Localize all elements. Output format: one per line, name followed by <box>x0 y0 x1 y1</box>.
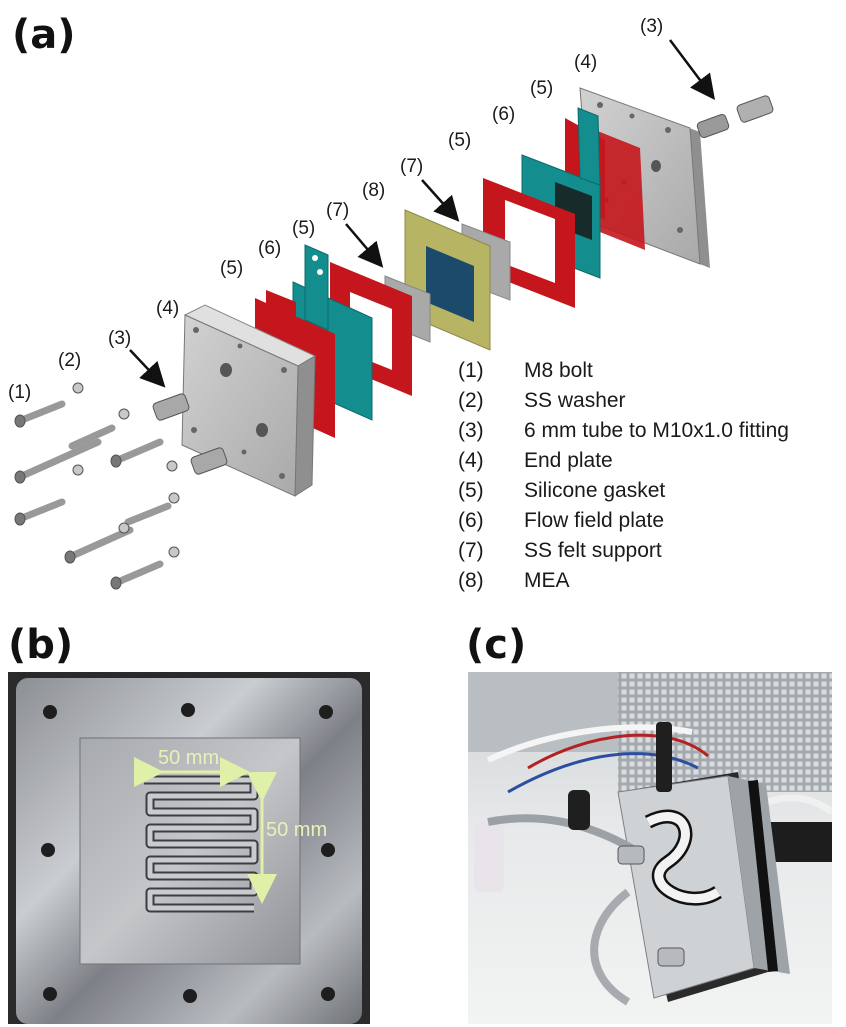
legend-number: (8) <box>458 569 484 592</box>
legend-item: (2) SS washer <box>458 386 789 416</box>
legend-number: (2) <box>458 389 484 412</box>
callout-3-right: (3) <box>640 16 663 37</box>
arrow-3-left <box>129 349 166 388</box>
legend-item: (1) M8 bolt <box>458 356 789 386</box>
flow-field-photo: 50 mm 50 mm <box>8 672 370 1024</box>
legend-item: (5) Silicone gasket <box>458 476 789 506</box>
callout-5-a: (5) <box>220 258 243 279</box>
legend-number: (4) <box>458 449 484 472</box>
arrow-7-right <box>421 179 460 222</box>
callout-7-right: (7) <box>400 156 423 177</box>
legend-label: 6 mm tube to M10x1.0 fitting <box>524 419 789 442</box>
callout-3-left: (3) <box>108 328 131 349</box>
legend-item: (3) 6 mm tube to M10x1.0 fitting <box>458 416 789 446</box>
callout-5-b: (5) <box>292 218 315 239</box>
legend-label: End plate <box>524 449 613 472</box>
legend-number: (1) <box>458 359 484 382</box>
legend-label: MEA <box>524 569 570 592</box>
exploded-view-diagram: (1) (2) (3) (4) (5) (6) (5) (7) (8) (7) … <box>8 16 774 590</box>
callout-4-right: (4) <box>574 52 597 73</box>
legend-item: (6) Flow field plate <box>458 506 789 536</box>
legend-item: (7) SS felt support <box>458 536 789 566</box>
callout-2: (2) <box>58 350 81 371</box>
callout-6-left: (6) <box>258 238 281 259</box>
callout-8: (8) <box>362 180 385 201</box>
legend-item: (4) End plate <box>458 446 789 476</box>
legend-label: Silicone gasket <box>524 479 666 502</box>
legend-number: (7) <box>458 539 484 562</box>
legend-number: (6) <box>458 509 484 532</box>
legend-number: (5) <box>458 479 484 502</box>
legend-number: (3) <box>458 419 484 442</box>
callout-4-left: (4) <box>156 298 179 319</box>
legend-label: Flow field plate <box>524 509 665 532</box>
callout-7-left: (7) <box>326 200 349 221</box>
assembled-cell-photo <box>468 672 832 1024</box>
legend-item: (8) MEA <box>458 566 789 596</box>
arrow-7-left <box>345 223 384 268</box>
callout-5-d: (5) <box>530 78 553 99</box>
fitting-left <box>152 393 228 475</box>
legend-label: SS felt support <box>524 539 662 562</box>
fitting-right <box>696 95 774 139</box>
bolts-and-washers <box>14 382 180 590</box>
legend-label: M8 bolt <box>524 359 593 382</box>
callout-5-c: (5) <box>448 130 471 151</box>
callout-1: (1) <box>8 382 31 403</box>
callout-6-right: (6) <box>492 104 515 125</box>
legend-label: SS washer <box>524 389 626 412</box>
arrow-3-right <box>669 39 715 100</box>
panel-label-a: (a) <box>12 12 76 58</box>
panel-label-b: (b) <box>8 622 74 668</box>
height-label: 50 mm <box>266 819 327 841</box>
parts-legend: (1) M8 bolt (2) SS washer (3) 6 mm tube to … <box>458 356 789 596</box>
panel-label-c: (c) <box>466 622 527 668</box>
width-label: 50 mm <box>158 747 219 769</box>
